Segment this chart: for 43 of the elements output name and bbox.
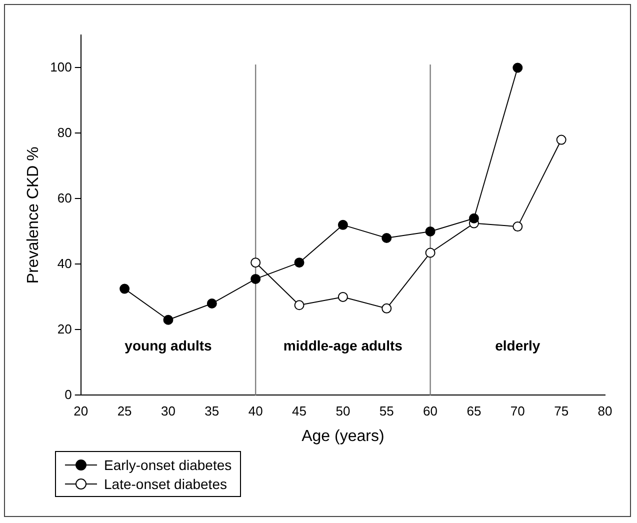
point bbox=[556, 134, 566, 145]
point bbox=[512, 222, 523, 232]
point bbox=[512, 62, 523, 73]
point bbox=[206, 298, 217, 309]
annotation: elderly bbox=[495, 337, 540, 354]
legend-label: Early-onset diabetes bbox=[104, 456, 232, 472]
x-tick-label: 55 bbox=[379, 404, 394, 419]
point bbox=[294, 258, 304, 268]
legend-label: Late-onset diabetes bbox=[104, 476, 227, 492]
x-tick-label: 60 bbox=[423, 404, 438, 419]
x-tick-label: 70 bbox=[510, 404, 525, 419]
point bbox=[382, 303, 392, 314]
point bbox=[338, 292, 348, 302]
x-tick-label: 30 bbox=[161, 404, 176, 419]
x-tick-label: 50 bbox=[336, 404, 350, 419]
point bbox=[425, 226, 436, 236]
y-tick-label: 80 bbox=[57, 124, 72, 140]
point bbox=[468, 213, 479, 224]
point bbox=[425, 248, 436, 258]
annotation: young adults bbox=[124, 337, 212, 354]
point bbox=[294, 300, 304, 310]
x-tick-label: 20 bbox=[74, 404, 88, 419]
point bbox=[120, 284, 130, 294]
y-tick-label: 100 bbox=[50, 59, 72, 74]
x-tick-label: 25 bbox=[117, 404, 132, 419]
x-axis-title: Age (years) bbox=[302, 428, 384, 445]
y-tick-label: 40 bbox=[57, 256, 72, 271]
x-tick-label: 65 bbox=[466, 404, 482, 419]
x-tick-label: 35 bbox=[204, 404, 220, 419]
point bbox=[250, 258, 261, 268]
y-tick-label: 0 bbox=[64, 386, 72, 402]
x-tick-label: 45 bbox=[292, 404, 307, 419]
point bbox=[338, 220, 348, 230]
point bbox=[382, 233, 392, 244]
x-tick-label: 40 bbox=[248, 404, 263, 419]
point bbox=[250, 274, 261, 284]
x-tick-label: 80 bbox=[598, 404, 612, 419]
x-tick-label: 75 bbox=[554, 404, 569, 419]
y-tick-label: 20 bbox=[57, 321, 72, 336]
annotation: middle-age adults bbox=[283, 337, 403, 354]
y-axis-title: Prevalence CKD % bbox=[25, 146, 42, 284]
y-tick-label: 60 bbox=[57, 190, 72, 206]
point bbox=[163, 314, 174, 325]
